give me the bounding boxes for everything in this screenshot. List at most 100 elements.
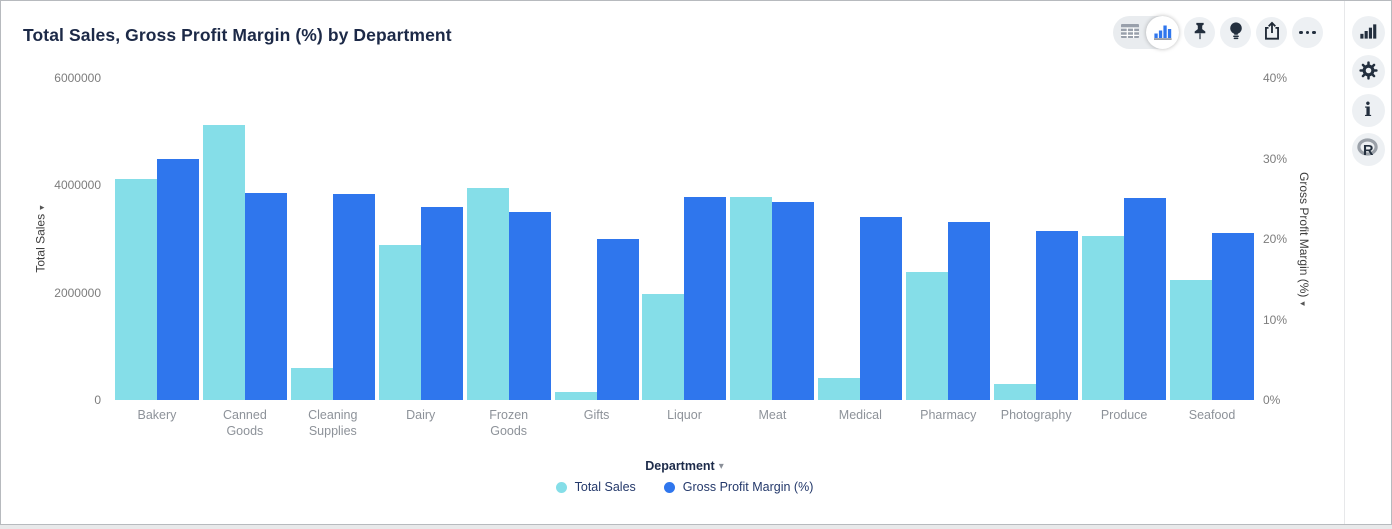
- left-axis-title: Total Sales▾: [34, 205, 49, 273]
- bar-gross-profit-margin[interactable]: [508, 211, 551, 400]
- right-axis-title: Gross Profit Margin (%)▾: [1297, 172, 1312, 306]
- table-view-button[interactable]: [1113, 16, 1146, 49]
- legend-item[interactable]: Gross Profit Margin (%): [663, 480, 814, 494]
- category-label: Meat: [758, 408, 787, 422]
- bar-group: [201, 124, 289, 400]
- bar-group: [1168, 233, 1256, 400]
- svg-text:R: R: [1363, 143, 1374, 159]
- axis-tick-label: 4000000: [54, 178, 101, 193]
- chart-title: Total Sales, Gross Profit Margin (%) by …: [23, 25, 452, 45]
- bar-gross-profit-margin[interactable]: [860, 217, 903, 400]
- x-axis-label[interactable]: Department: [645, 459, 715, 473]
- bar-total-sales[interactable]: [994, 383, 1037, 400]
- bar-total-sales[interactable]: [466, 188, 509, 400]
- lightbulb-icon: [1225, 20, 1247, 45]
- bar-total-sales[interactable]: [554, 391, 597, 400]
- bar-group: [553, 239, 641, 400]
- category-label: Bakery: [137, 408, 177, 422]
- bar-chart-icon: [1153, 23, 1173, 43]
- bar-group: [465, 188, 553, 400]
- category-label: Produce: [1100, 408, 1148, 422]
- axis-tick-label: 6000000: [54, 71, 101, 85]
- bar-group: [992, 230, 1080, 400]
- more-options-button[interactable]: [1292, 17, 1323, 48]
- bar-total-sales[interactable]: [818, 377, 861, 400]
- category-label: Cleaning Supplies: [308, 408, 358, 438]
- axis-tick-label: 2000000: [54, 285, 101, 300]
- insights-button[interactable]: [1220, 17, 1251, 48]
- bar-chart-icon: [1359, 23, 1378, 42]
- r-script-button[interactable]: R: [1351, 133, 1385, 166]
- bar-total-sales[interactable]: [378, 244, 421, 400]
- category-label: Photography: [1000, 408, 1072, 422]
- bar-total-sales[interactable]: [114, 178, 157, 400]
- axis-tick-label: 20%: [1263, 232, 1288, 246]
- info-icon: i: [1364, 99, 1372, 121]
- axis-tick-label: 40%: [1263, 71, 1288, 85]
- bar-total-sales[interactable]: [730, 196, 773, 400]
- bar-group: [113, 158, 201, 400]
- bar-gross-profit-margin[interactable]: [1212, 233, 1255, 400]
- gear-icon: [1357, 59, 1380, 85]
- bar-total-sales[interactable]: [290, 367, 333, 400]
- x-axis-label-row: Department ▾: [113, 457, 1256, 475]
- bar-group: [904, 222, 992, 400]
- bar-group: [289, 193, 377, 400]
- bar-gross-profit-margin[interactable]: [1036, 230, 1079, 400]
- legend-dot: [555, 481, 567, 493]
- ellipsis-icon: [1299, 30, 1316, 35]
- bar-gross-profit-margin[interactable]: [772, 202, 815, 400]
- plot-area: [113, 78, 1256, 400]
- axis-sort-icon: ▾: [37, 205, 48, 210]
- right-sidebar: i R: [1344, 1, 1391, 524]
- axis-tick-label: 0%: [1263, 393, 1281, 407]
- bar-total-sales[interactable]: [906, 271, 949, 400]
- left-axis-ticks: 6000000 4000000 2000000 0: [31, 1, 101, 524]
- bar-gross-profit-margin[interactable]: [948, 222, 991, 400]
- bar-total-sales[interactable]: [642, 293, 685, 400]
- bar-group: [728, 196, 816, 400]
- legend-label: Gross Profit Margin (%): [682, 480, 814, 494]
- axis-sort-icon: ▾: [1298, 301, 1309, 306]
- bar-gross-profit-margin[interactable]: [244, 193, 287, 400]
- chevron-down-icon: ▾: [718, 461, 724, 472]
- bar-gross-profit-margin[interactable]: [596, 239, 639, 400]
- table-icon: [1120, 23, 1140, 42]
- bar-total-sales[interactable]: [202, 124, 245, 400]
- pin-button[interactable]: [1184, 17, 1215, 48]
- category-label: Dairy: [406, 408, 436, 422]
- bar-gross-profit-margin[interactable]: [156, 158, 199, 400]
- settings-button[interactable]: [1351, 55, 1385, 88]
- bar-gross-profit-margin[interactable]: [420, 206, 463, 400]
- chart-options-button[interactable]: [1351, 16, 1385, 49]
- category-axis: Bakery Canned Goods Cleaning Supplies Dairy…: [113, 408, 1256, 439]
- axis-tick-label: 30%: [1263, 151, 1288, 166]
- pushpin-icon: [1189, 20, 1211, 45]
- bar-gross-profit-margin[interactable]: [684, 197, 727, 400]
- bar-gross-profit-margin[interactable]: [1124, 197, 1167, 400]
- category-label: Liquor: [667, 408, 702, 422]
- bar-group: [377, 206, 465, 400]
- category-label: Pharmacy: [920, 408, 977, 422]
- legend: Total Sales Gross Profit Margin (%): [113, 480, 1256, 494]
- axis-tick-label: 0: [94, 393, 101, 407]
- info-button[interactable]: i: [1351, 94, 1385, 127]
- axis-tick-label: 10%: [1263, 312, 1288, 327]
- chart-toolbar: [1113, 16, 1323, 49]
- category-label: Canned Goods: [222, 408, 267, 438]
- legend-dot: [663, 481, 675, 493]
- r-logo-icon: R: [1356, 136, 1380, 163]
- export-button[interactable]: [1256, 17, 1287, 48]
- category-label: Frozen Goods: [489, 408, 529, 438]
- legend-item[interactable]: Total Sales: [555, 480, 636, 494]
- bar-total-sales[interactable]: [1170, 280, 1213, 400]
- bar-gross-profit-margin[interactable]: [332, 193, 375, 400]
- bar-total-sales[interactable]: [1082, 236, 1125, 400]
- legend-label: Total Sales: [574, 480, 636, 494]
- chart-view-button[interactable]: [1146, 16, 1179, 49]
- right-axis-ticks: 40% 30% 20% 10% 0%: [1263, 1, 1323, 524]
- category-label: Gifts: [583, 408, 610, 422]
- bar-group: [641, 197, 729, 400]
- category-label: Seafood: [1188, 408, 1236, 422]
